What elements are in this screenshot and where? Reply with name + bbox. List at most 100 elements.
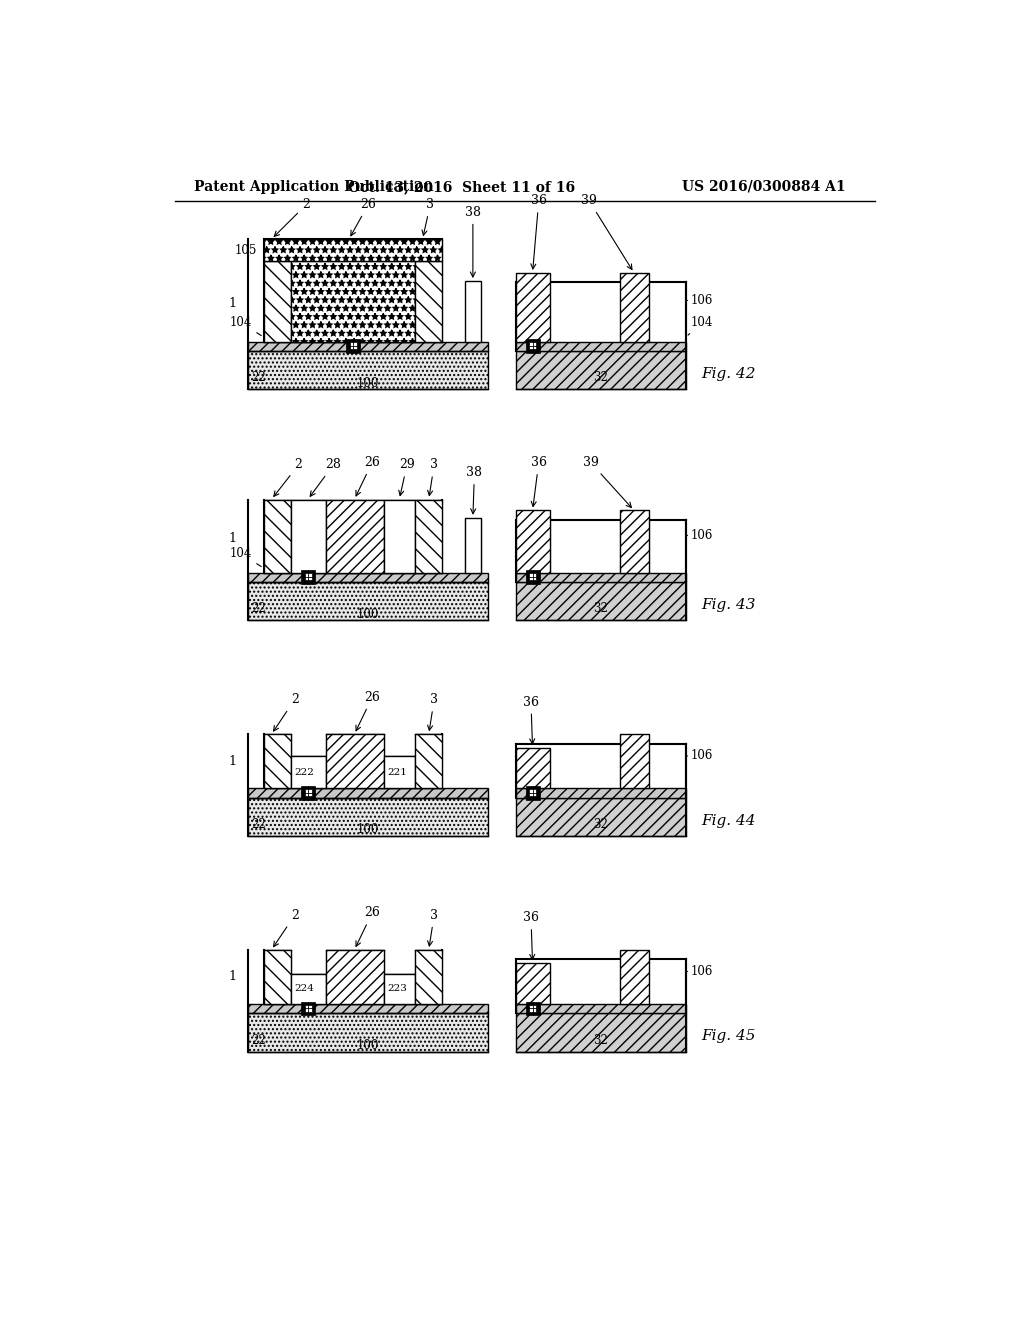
Bar: [305, 789, 311, 796]
Bar: [248, 788, 488, 797]
Bar: [621, 734, 649, 788]
Text: 22: 22: [251, 1034, 265, 1047]
Bar: [301, 570, 314, 585]
Bar: [248, 582, 488, 620]
Text: 36: 36: [530, 455, 547, 507]
Bar: [515, 511, 550, 573]
Bar: [415, 950, 442, 1003]
Bar: [529, 1005, 537, 1011]
Bar: [263, 950, 291, 1003]
Bar: [326, 950, 384, 1003]
Text: 22: 22: [251, 602, 265, 615]
Bar: [515, 1003, 686, 1014]
Text: 224: 224: [295, 985, 314, 993]
Text: 22: 22: [251, 818, 265, 832]
Bar: [384, 756, 415, 788]
Text: 22: 22: [251, 371, 265, 384]
Bar: [349, 342, 356, 350]
Text: 1: 1: [228, 755, 237, 768]
Bar: [384, 974, 415, 1003]
Text: 26: 26: [351, 198, 376, 236]
Text: 28: 28: [310, 458, 341, 496]
Text: 39: 39: [582, 194, 632, 269]
Bar: [346, 339, 359, 354]
Text: Fig. 44: Fig. 44: [701, 813, 756, 828]
Text: Fig. 43: Fig. 43: [701, 598, 756, 612]
Bar: [248, 342, 488, 351]
Text: 1: 1: [228, 532, 237, 545]
Text: 3: 3: [422, 198, 434, 235]
Bar: [263, 734, 291, 788]
Text: 29: 29: [398, 458, 415, 495]
Text: Fig. 42: Fig. 42: [701, 367, 756, 381]
Text: 100: 100: [357, 1039, 380, 1052]
Bar: [525, 339, 540, 354]
Text: 223: 223: [388, 985, 408, 993]
Text: 39: 39: [583, 455, 632, 507]
Text: 104: 104: [688, 315, 713, 335]
Text: 2: 2: [273, 908, 299, 946]
Bar: [621, 511, 649, 573]
Text: 3: 3: [428, 908, 438, 946]
Text: 26: 26: [356, 907, 380, 946]
Bar: [326, 734, 384, 788]
Bar: [415, 261, 442, 342]
Bar: [465, 517, 480, 573]
Bar: [263, 239, 442, 261]
Bar: [291, 261, 415, 342]
Text: 36: 36: [530, 194, 547, 269]
Bar: [465, 281, 480, 342]
Bar: [248, 1003, 488, 1014]
Bar: [263, 499, 291, 573]
Text: Patent Application Publication: Patent Application Publication: [194, 180, 433, 194]
Text: 221: 221: [388, 768, 408, 776]
Text: 32: 32: [593, 1034, 608, 1047]
Text: 104: 104: [229, 546, 261, 566]
Text: 38: 38: [466, 466, 482, 513]
Text: 100: 100: [357, 376, 380, 389]
Text: 2: 2: [273, 458, 302, 496]
Bar: [291, 499, 326, 573]
Text: 105: 105: [236, 243, 257, 256]
Text: 106: 106: [686, 529, 713, 541]
Text: 100: 100: [357, 607, 380, 620]
Text: 38: 38: [465, 206, 481, 277]
Bar: [301, 1002, 314, 1015]
Text: 32: 32: [593, 602, 608, 615]
Text: US 2016/0300884 A1: US 2016/0300884 A1: [682, 180, 846, 194]
Text: 3: 3: [428, 693, 438, 730]
Text: Oct. 13, 2016  Sheet 11 of 16: Oct. 13, 2016 Sheet 11 of 16: [348, 180, 574, 194]
Text: 2: 2: [273, 693, 299, 731]
Bar: [248, 797, 488, 836]
Text: 36: 36: [523, 696, 539, 743]
Bar: [305, 573, 311, 581]
Text: 26: 26: [356, 690, 380, 731]
Text: 1: 1: [228, 970, 237, 983]
Bar: [525, 570, 540, 585]
Bar: [515, 748, 550, 788]
Bar: [515, 788, 686, 797]
Text: 222: 222: [295, 768, 314, 776]
Bar: [529, 789, 537, 796]
Bar: [305, 1005, 311, 1011]
Text: 3: 3: [428, 458, 438, 495]
Text: 2: 2: [274, 198, 310, 236]
Text: 106: 106: [686, 965, 713, 978]
Bar: [248, 351, 488, 389]
Text: 104: 104: [229, 315, 261, 335]
Bar: [248, 573, 488, 582]
Bar: [291, 974, 326, 1003]
Text: Fig. 45: Fig. 45: [701, 1030, 756, 1043]
Bar: [415, 499, 442, 573]
Bar: [515, 582, 686, 620]
Text: 32: 32: [593, 818, 608, 832]
Bar: [326, 499, 384, 573]
Bar: [515, 351, 686, 389]
Bar: [291, 756, 326, 788]
Bar: [525, 1002, 540, 1015]
Bar: [384, 499, 415, 573]
Bar: [515, 1014, 686, 1052]
Bar: [415, 734, 442, 788]
Text: 106: 106: [686, 750, 713, 763]
Bar: [515, 964, 550, 1003]
